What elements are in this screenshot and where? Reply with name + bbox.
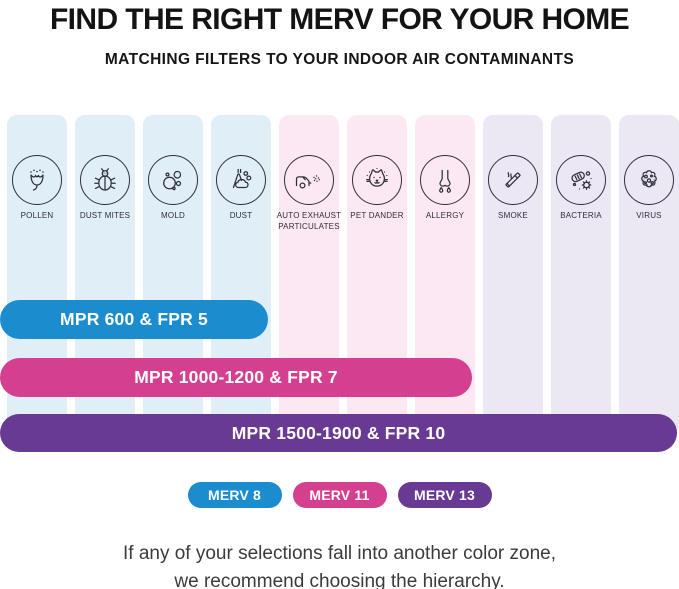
footnote-line-2: we recommend choosing the hierarchy.	[174, 570, 505, 589]
column-label: BACTERIA	[560, 211, 602, 220]
mpr-bar-blue: MPR 600 & FPR 5	[0, 300, 268, 339]
page-subtitle: MATCHING FILTERS TO YOUR INDOOR AIR CONT…	[104, 51, 575, 68]
column-virus: VIRUS	[619, 115, 679, 435]
merv-8-pill: MERV 8	[187, 482, 282, 508]
column-label: VIRUS	[636, 211, 662, 220]
cigarette-icon	[488, 155, 538, 205]
footnote: If any of your selections fall into anot…	[0, 540, 679, 589]
merv-13-label: MERV 13	[413, 487, 476, 503]
column-bacteria: BACTERIA	[551, 115, 611, 435]
column-label: DUST	[229, 211, 253, 220]
mold-spores-icon	[148, 155, 198, 205]
footnote-line-1: If any of your selections fall into anot…	[122, 543, 557, 564]
merv-pill-row: MERV 8 MERV 11 MERV 13	[0, 482, 679, 508]
column-label: AUTO EXHAUST PARTICULATES	[276, 211, 342, 231]
dust-pile-icon	[216, 155, 266, 205]
mpr-bar-purple-label: MPR 1500-1900 & FPR 10	[231, 422, 446, 443]
column-label: DUST MITES	[79, 211, 131, 220]
mpr-bar-blue-label: MPR 600 & FPR 5	[60, 309, 208, 329]
car-exhaust-icon	[284, 155, 334, 205]
column-label: MOLD	[161, 211, 185, 220]
mpr-bar-pink-label: MPR 1000-1200 & FPR 7	[134, 367, 338, 387]
cat-face-icon	[352, 155, 402, 205]
virus-icon	[624, 155, 674, 205]
merv-11-pill: MERV 11	[292, 482, 387, 508]
column-smoke: SMOKE	[483, 115, 543, 435]
dust-mite-icon	[80, 155, 130, 205]
column-label: POLLEN	[20, 211, 54, 220]
bacteria-icon	[556, 155, 606, 205]
merv-11-label: MERV 11	[309, 487, 370, 503]
mpr-bar-pink: MPR 1000-1200 & FPR 7	[0, 358, 472, 397]
page-title: FIND THE RIGHT MERV FOR YOUR HOME	[49, 3, 630, 36]
mpr-bar-purple: MPR 1500-1900 & FPR 10	[0, 414, 677, 452]
column-label: SMOKE	[498, 211, 528, 220]
column-label: PET DANDER	[350, 211, 404, 220]
column-label: ALLERGY	[425, 211, 465, 220]
nose-drip-icon	[420, 155, 470, 205]
pollen-flower-icon	[12, 155, 62, 205]
merv-8-label: MERV 8	[207, 487, 262, 503]
merv-13-pill: MERV 13	[397, 482, 492, 508]
